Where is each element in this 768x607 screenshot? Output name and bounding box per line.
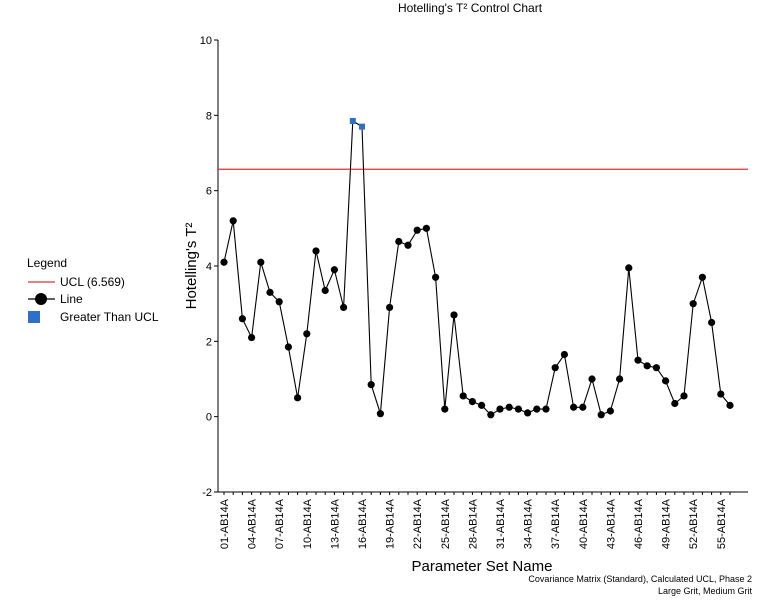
footnote-line-2: Large Grit, Medium Grit	[658, 586, 753, 596]
x-tick-label: 10-AB14A	[302, 498, 314, 549]
x-tick-label: 46-AB14A	[633, 498, 645, 549]
x-tick-label: 04-AB14A	[247, 498, 259, 549]
data-point	[680, 392, 688, 400]
data-point	[248, 333, 256, 342]
data-point	[579, 403, 587, 411]
x-tick-label: 25-AB14A	[440, 498, 452, 549]
x-tick-label: 22-AB14A	[412, 498, 424, 549]
data-point	[652, 364, 661, 372]
data-point	[238, 315, 246, 323]
footnote-line-1: Covariance Matrix (Standard), Calculated…	[528, 574, 752, 584]
x-tick-label: 37-AB14A	[550, 498, 562, 549]
data-point	[303, 330, 311, 338]
data-point	[487, 411, 495, 419]
y-tick-label: 8	[206, 110, 212, 122]
data-point	[698, 273, 707, 281]
data-point	[708, 318, 716, 327]
data-point	[312, 247, 320, 255]
legend-line-label: Line	[60, 292, 83, 306]
x-axis-label: Parameter Set Name	[412, 558, 553, 575]
x-tick-label: 49-AB14A	[661, 498, 673, 549]
legend-gt-ucl-swatch	[28, 311, 40, 323]
data-point	[496, 405, 504, 413]
y-axis-label: Hotelling's T²	[183, 223, 200, 310]
data-point	[478, 401, 486, 409]
data-point	[367, 381, 375, 389]
x-tick-label: 28-AB14A	[467, 498, 479, 549]
data-point	[533, 405, 541, 413]
data-point	[413, 226, 421, 234]
series-layer	[220, 117, 734, 419]
data-point	[275, 298, 283, 306]
x-tick-label: 52-AB14A	[688, 498, 700, 549]
x-tick-label: 07-AB14A	[274, 498, 286, 549]
y-tick-label: 6	[206, 186, 212, 198]
x-tick-label: 19-AB14A	[385, 498, 397, 549]
data-point	[625, 264, 633, 272]
data-point	[671, 399, 679, 408]
data-point	[560, 350, 569, 359]
data-point	[643, 362, 651, 370]
data-point	[284, 343, 292, 351]
chart-title: Hotelling's T² Control Chart	[398, 1, 543, 15]
x-tick-label: 55-AB14A	[716, 498, 728, 549]
y-tick-label: 4	[206, 261, 212, 273]
x-tick-label: 34-AB14A	[523, 498, 535, 549]
data-point-above-ucl	[359, 123, 365, 130]
data-point-above-ucl	[349, 117, 356, 124]
legend-ucl-label: UCL (6.569)	[60, 275, 125, 289]
x-tick-label: 16-AB14A	[357, 498, 369, 549]
data-point	[634, 356, 642, 364]
data-point	[441, 405, 449, 413]
data-point	[450, 311, 458, 319]
x-tick-label: 01-AB14A	[219, 498, 231, 549]
data-point	[266, 288, 274, 296]
data-point	[340, 303, 348, 312]
data-point	[505, 403, 513, 411]
x-tick-label: 43-AB14A	[605, 498, 617, 549]
axes: -2 0 2 4 6 8 10 01-AB14A 04-AB14A 07-AB14A 10-AB14…	[200, 35, 748, 549]
legend: Legend UCL (6.569) Line Greater Than UCL	[27, 256, 159, 324]
data-point	[229, 217, 237, 225]
data-point	[606, 407, 615, 415]
y-tick-label: 10	[200, 35, 212, 47]
data-point	[551, 364, 559, 372]
legend-title: Legend	[27, 256, 67, 270]
data-point	[616, 375, 624, 383]
x-tick-label: 13-AB14A	[329, 498, 341, 549]
data-point	[524, 409, 532, 417]
data-point	[386, 303, 394, 312]
data-point	[689, 300, 697, 308]
data-point	[404, 241, 412, 249]
y-tick-label: 0	[206, 412, 212, 424]
data-point	[330, 266, 338, 274]
series-line	[223, 120, 731, 416]
data-point	[432, 273, 440, 281]
y-tick-label: -2	[202, 487, 212, 499]
data-point	[376, 410, 384, 418]
data-point	[662, 377, 670, 385]
data-point	[294, 394, 302, 402]
legend-line-swatch-marker	[35, 293, 47, 305]
data-point	[514, 405, 523, 413]
data-point	[542, 405, 550, 413]
data-point	[321, 286, 329, 295]
x-tick-label: 40-AB14A	[578, 498, 590, 549]
data-point	[726, 401, 734, 409]
y-tick-label: 2	[206, 336, 212, 348]
data-point	[597, 411, 605, 419]
data-point	[570, 403, 578, 411]
data-point	[468, 398, 476, 406]
data-point	[257, 258, 265, 266]
data-point	[588, 375, 596, 383]
data-point	[459, 392, 467, 400]
x-tick-label: 31-AB14A	[495, 498, 507, 549]
data-point	[422, 224, 430, 232]
data-point	[395, 237, 403, 246]
data-point	[717, 390, 725, 398]
legend-gt-ucl-label: Greater Than UCL	[60, 310, 159, 324]
data-point	[220, 258, 228, 266]
